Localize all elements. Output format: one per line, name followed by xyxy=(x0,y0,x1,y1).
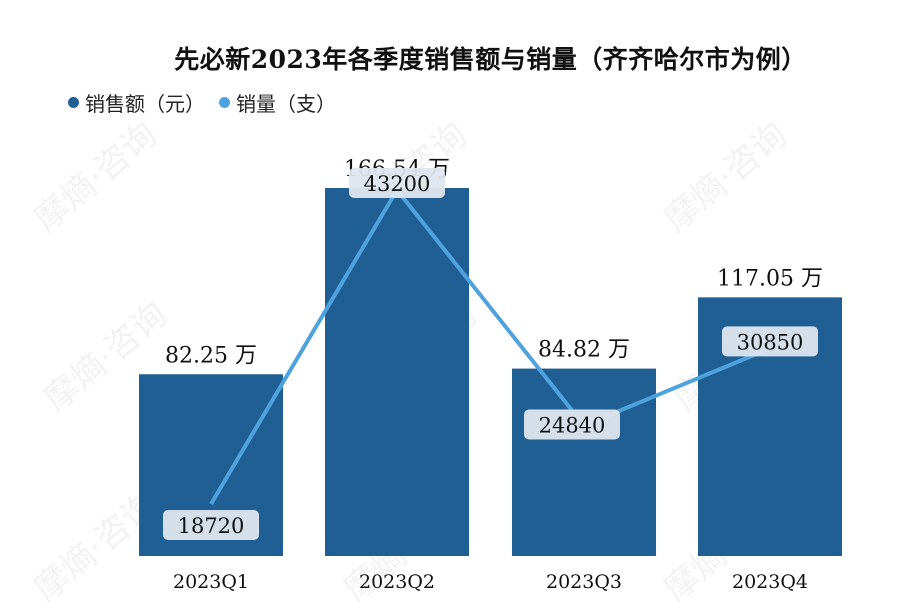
line-label-box xyxy=(722,326,818,357)
chart-title: 先必新2023年各季度销售额与销量（齐齐哈尔市为例） xyxy=(174,45,807,74)
legend-dot-volume xyxy=(219,97,230,108)
bar-sales xyxy=(512,368,656,556)
x-tick-label: 2023Q2 xyxy=(359,571,435,593)
legend-item-volume: 销量（支） xyxy=(219,88,336,117)
bar-value-label: 117.05 万 xyxy=(717,266,823,291)
line-label-box xyxy=(524,409,620,440)
legend-label-volume: 销量（支） xyxy=(236,92,336,116)
x-tick-label: 2023Q4 xyxy=(732,571,808,593)
bar-value-label: 82.25 万 xyxy=(165,343,257,368)
x-tick-label: 2023Q1 xyxy=(173,571,249,593)
line-label-box xyxy=(163,510,259,540)
line-value-label: 24840 xyxy=(539,414,606,438)
line-value-label: 30850 xyxy=(737,330,804,354)
legend-label-sales: 销售额（元） xyxy=(85,92,205,116)
legend-dot-sales xyxy=(68,97,79,108)
legend: 销售额（元） 销量（支） xyxy=(68,88,350,117)
line-label-box xyxy=(349,168,445,198)
bar-value-label: 84.82 万 xyxy=(538,338,630,363)
x-tick-label: 2023Q3 xyxy=(546,571,622,593)
legend-item-sales: 销售额（元） xyxy=(68,88,205,117)
bar-sales xyxy=(325,188,469,556)
line-value-label: 18720 xyxy=(178,514,245,538)
line-volume xyxy=(209,188,771,506)
line-value-label: 43200 xyxy=(364,172,431,196)
